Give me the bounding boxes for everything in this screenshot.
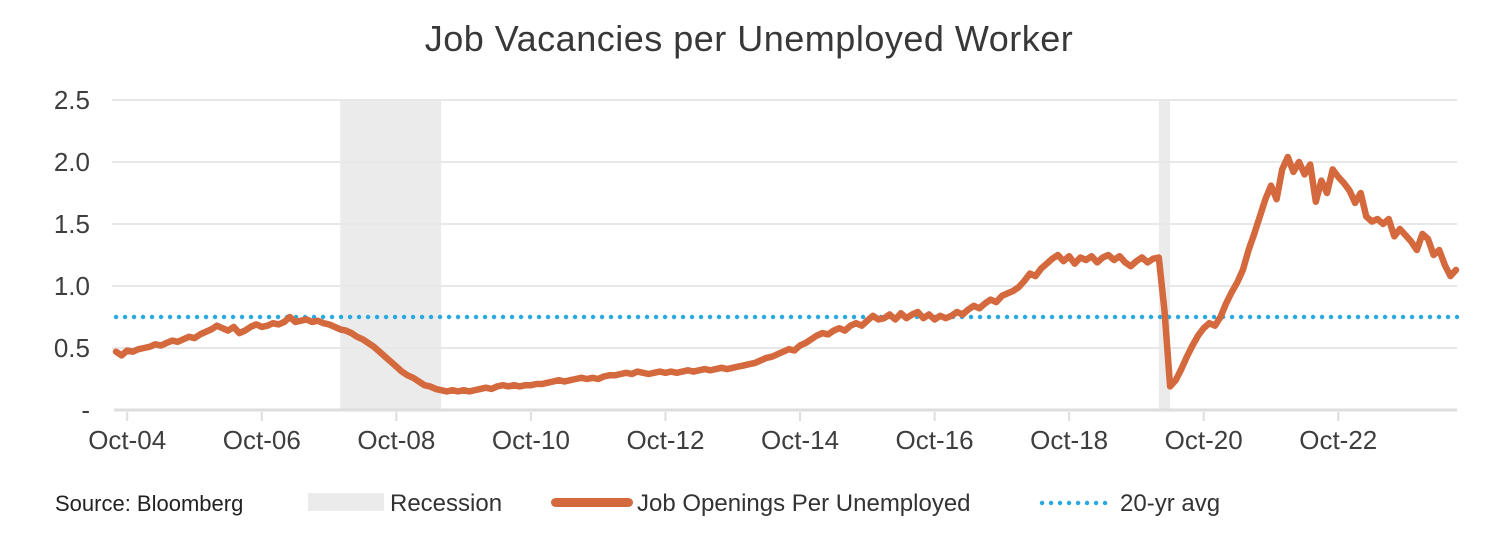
x-tick-label: Oct-14 [761, 425, 839, 455]
x-tick-label: Oct-04 [88, 425, 166, 455]
y-tick-label: 1.0 [54, 271, 90, 301]
x-tick-label: Oct-20 [1165, 425, 1243, 455]
y-tick-label: 1.5 [54, 209, 90, 239]
x-tick-label: Oct-18 [1030, 425, 1108, 455]
source-attribution: Source: Bloomberg [55, 491, 244, 516]
x-tick-label: Oct-16 [896, 425, 974, 455]
y-tick-label: - [81, 395, 90, 425]
legend-label-20yr-avg: 20-yr avg [1120, 490, 1221, 517]
x-tick-label: Oct-08 [357, 425, 435, 455]
recession-band-swatch [308, 493, 384, 511]
series-line-swatch [551, 498, 633, 507]
y-tick-label: 2.5 [54, 85, 90, 115]
legend-label-recession: Recession [390, 490, 503, 517]
y-tick-label: 0.5 [54, 333, 90, 363]
chart-title: Job Vacancies per Unemployed Worker [424, 18, 1074, 59]
legend-label-job-openings: Job Openings Per Unemployed [637, 490, 971, 517]
y-tick-label: 2.0 [54, 147, 90, 177]
x-tick-label: Oct-12 [626, 425, 704, 455]
recession-band [1158, 100, 1171, 410]
average-dotted-swatch [1039, 500, 1115, 506]
x-tick-label: Oct-22 [1299, 425, 1377, 455]
x-tick-label: Oct-06 [223, 425, 301, 455]
job-openings-line [112, 153, 1460, 395]
x-tick-label: Oct-10 [492, 425, 570, 455]
